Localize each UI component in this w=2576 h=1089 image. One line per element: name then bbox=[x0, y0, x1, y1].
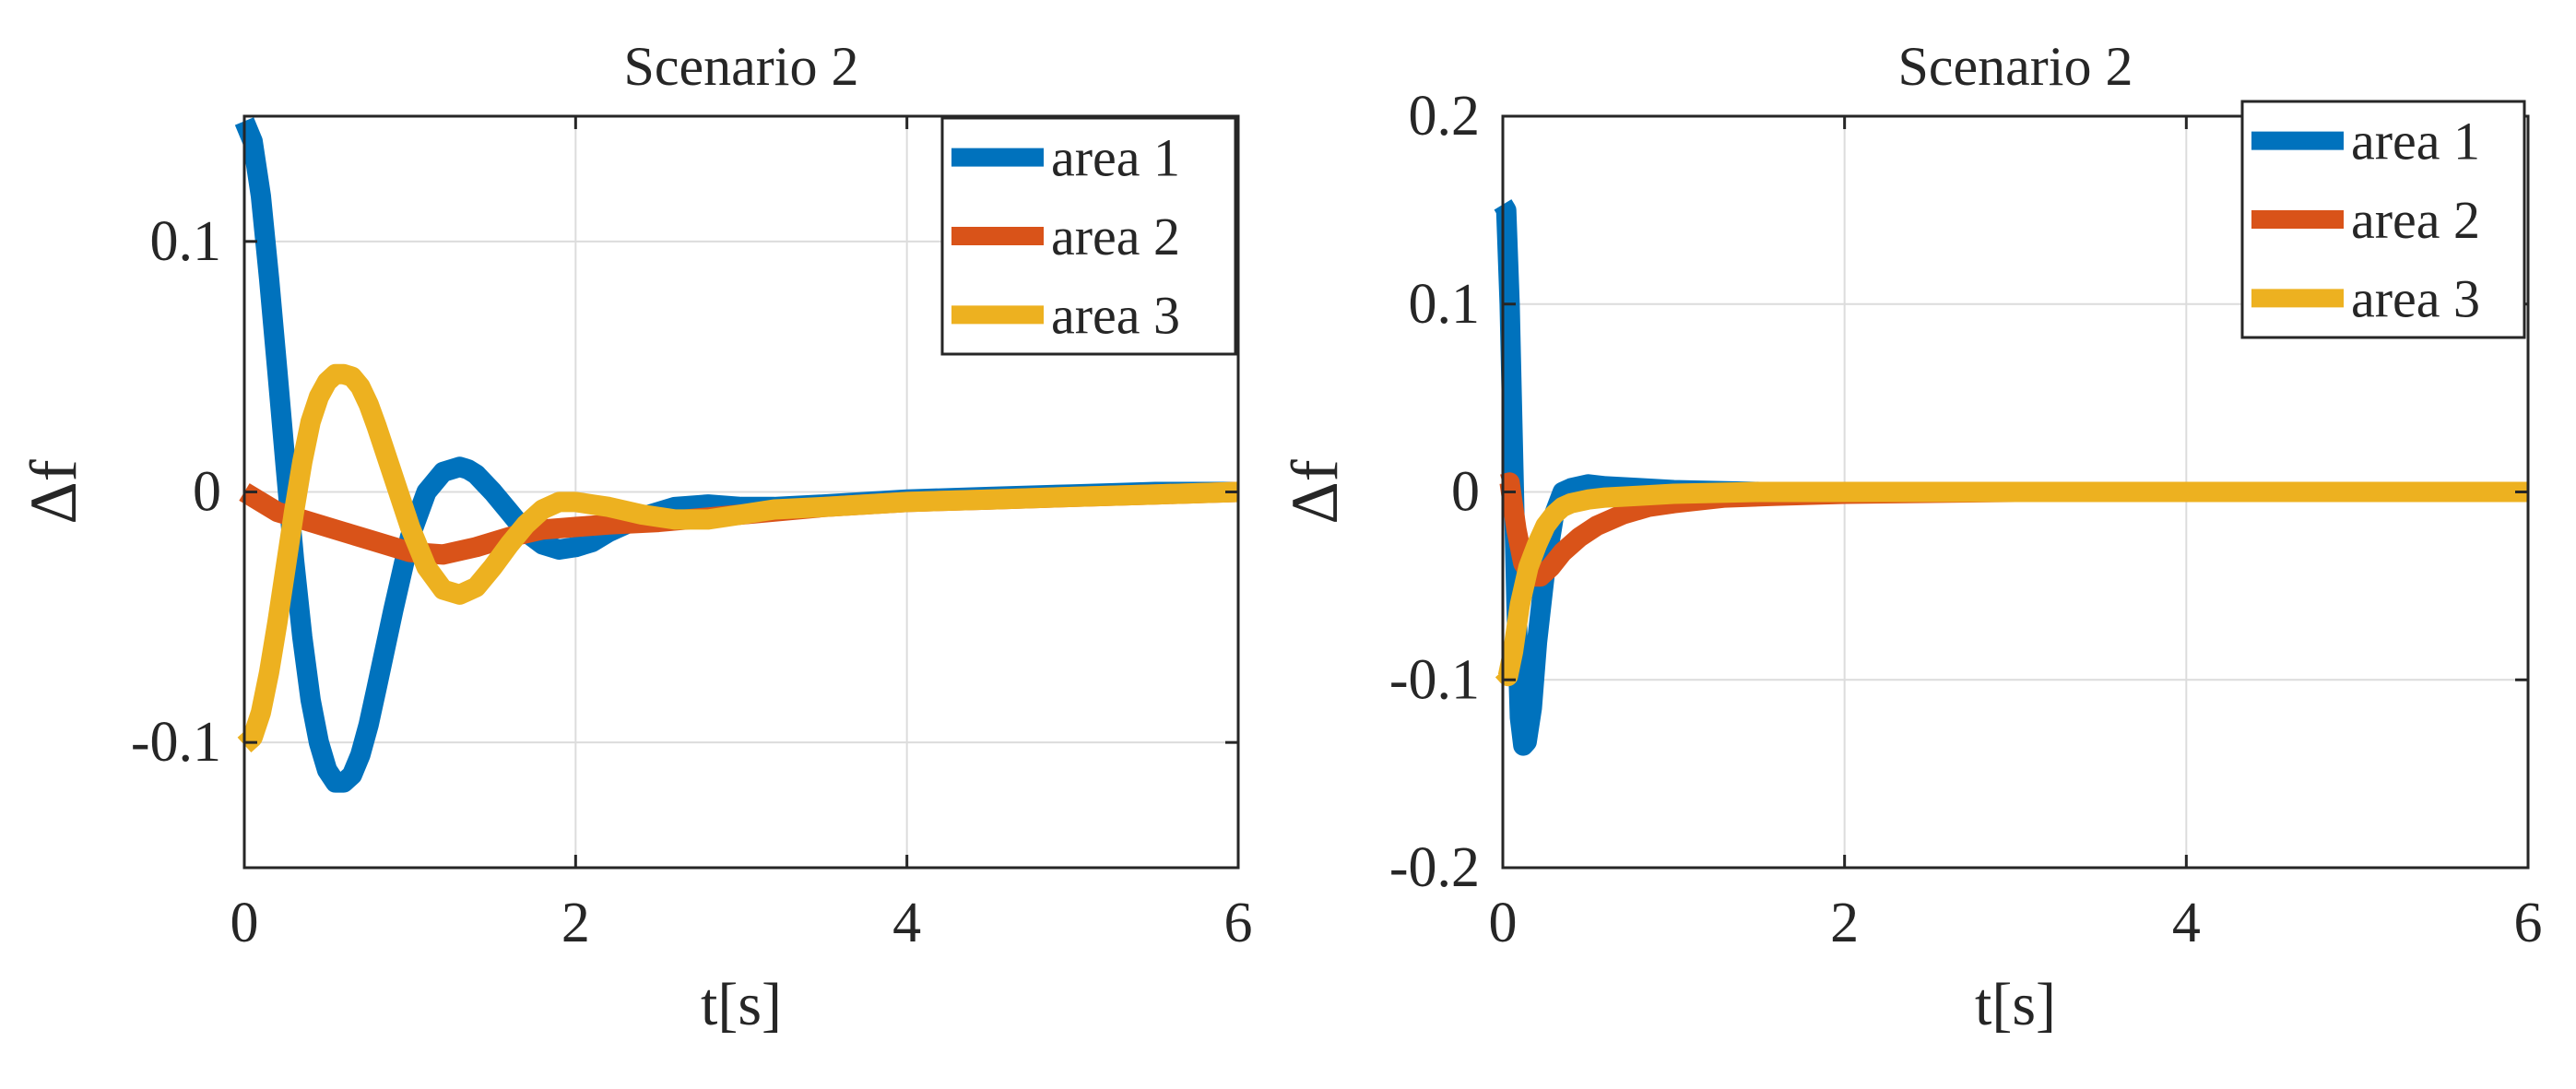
legend-label-area-3: area 3 bbox=[1051, 285, 1180, 345]
y-tick-label: 0 bbox=[193, 461, 221, 524]
y-tick-label: 0.1 bbox=[1409, 273, 1481, 336]
x-axis-label: t[s] bbox=[1975, 971, 2056, 1038]
y-tick-label: -0.1 bbox=[1389, 648, 1480, 711]
legend: area 1 area 2 area 3 bbox=[940, 116, 1237, 356]
series-line-area-3 bbox=[1495, 481, 2528, 687]
legend-label-area-2: area 2 bbox=[2351, 190, 2480, 250]
x-tick-label: 6 bbox=[2514, 892, 2543, 954]
legend-label-area-1: area 1 bbox=[1051, 128, 1180, 188]
chart-title: Scenario 2 bbox=[624, 36, 859, 97]
y-tick-label: 0.2 bbox=[1409, 85, 1481, 148]
y-tick-label: -0.2 bbox=[1389, 836, 1480, 899]
chart-2: 0 2 4 6 -0.2 -0.1 0 0.1 0.2 Scenario 2 t[s] Δf area … bbox=[1278, 36, 2543, 1038]
x-tick-label: 4 bbox=[2172, 892, 2201, 954]
x-tick-label: 0 bbox=[230, 892, 259, 954]
series-line-area-3 bbox=[237, 363, 1239, 753]
x-axis-label: t[s] bbox=[701, 971, 782, 1038]
x-tick-label: 6 bbox=[1224, 892, 1253, 954]
legend: area 1 area 2 area 3 bbox=[2240, 100, 2526, 339]
y-axis-label: Δf bbox=[17, 459, 90, 524]
chart-1: 0 2 4 6 -0.1 0 0.1 Scenario 2 t[s] Δf area 1 area 2… bbox=[17, 36, 1253, 1038]
x-tick-label: 0 bbox=[1489, 892, 1518, 954]
y-tick-label: 0 bbox=[1451, 461, 1480, 524]
x-tick-label: 4 bbox=[892, 892, 921, 954]
x-tick-label: 2 bbox=[561, 892, 590, 954]
chart-title: Scenario 2 bbox=[1898, 36, 2133, 97]
legend-label-area-1: area 1 bbox=[2351, 112, 2480, 172]
legend-label-area-3: area 3 bbox=[2351, 268, 2480, 328]
x-tick-label: 2 bbox=[1830, 892, 1859, 954]
y-axis-label: Δf bbox=[1278, 459, 1352, 524]
y-tick-label: 0.1 bbox=[150, 210, 222, 273]
y-tick-label: -0.1 bbox=[131, 711, 221, 774]
legend-label-area-2: area 2 bbox=[1051, 207, 1180, 266]
